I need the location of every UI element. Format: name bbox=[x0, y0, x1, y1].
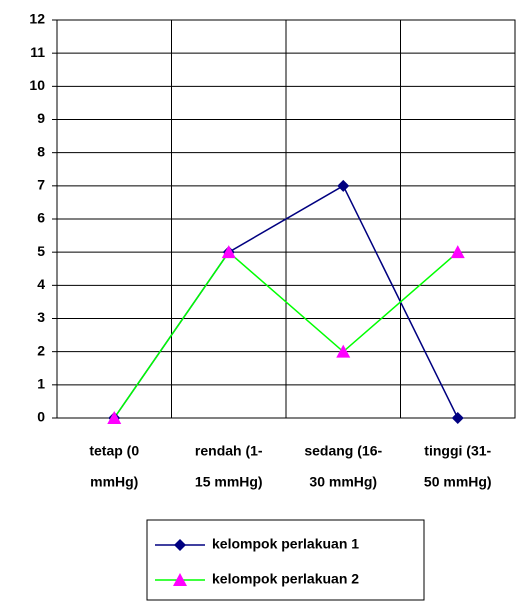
x-tick-label: 15 mmHg) bbox=[195, 474, 263, 490]
marker bbox=[337, 179, 350, 192]
y-tick-label: 2 bbox=[37, 342, 45, 358]
x-tick-label: rendah (1- bbox=[195, 443, 263, 459]
y-tick-label: 0 bbox=[37, 409, 45, 425]
y-tick-label: 10 bbox=[29, 77, 45, 93]
y-tick-label: 8 bbox=[37, 143, 45, 159]
x-tick-label: tinggi (31- bbox=[424, 443, 491, 459]
y-tick-label: 11 bbox=[30, 44, 45, 60]
plot-border bbox=[56, 19, 516, 419]
marker bbox=[450, 245, 465, 259]
y-tick-label: 5 bbox=[37, 243, 45, 259]
marker bbox=[451, 412, 464, 424]
marker bbox=[221, 245, 236, 259]
legend-marker bbox=[174, 539, 186, 551]
y-tick-label: 9 bbox=[37, 110, 45, 126]
series-line bbox=[113, 251, 459, 419]
y-tick-label: 7 bbox=[37, 177, 45, 193]
x-tick-label: tetap (0 bbox=[89, 443, 139, 459]
legend-label: kelompok perlakuan 2 bbox=[212, 571, 359, 587]
y-tick-label: 6 bbox=[37, 210, 45, 226]
y-tick-label: 1 bbox=[37, 376, 45, 392]
legend-box bbox=[146, 519, 425, 601]
y-tick-label: 4 bbox=[37, 276, 45, 292]
marker bbox=[336, 344, 351, 358]
x-tick-label: sedang (16- bbox=[304, 443, 382, 459]
x-tick-label: 30 mmHg) bbox=[309, 474, 377, 490]
x-tick-label: mmHg) bbox=[90, 474, 138, 490]
x-tick-label: 50 mmHg) bbox=[424, 474, 492, 490]
y-tick-label: 12 bbox=[29, 11, 45, 27]
legend-label: kelompok perlakuan 1 bbox=[212, 536, 359, 552]
y-tick-label: 3 bbox=[37, 309, 45, 325]
legend-marker bbox=[173, 573, 187, 586]
marker bbox=[107, 411, 122, 424]
